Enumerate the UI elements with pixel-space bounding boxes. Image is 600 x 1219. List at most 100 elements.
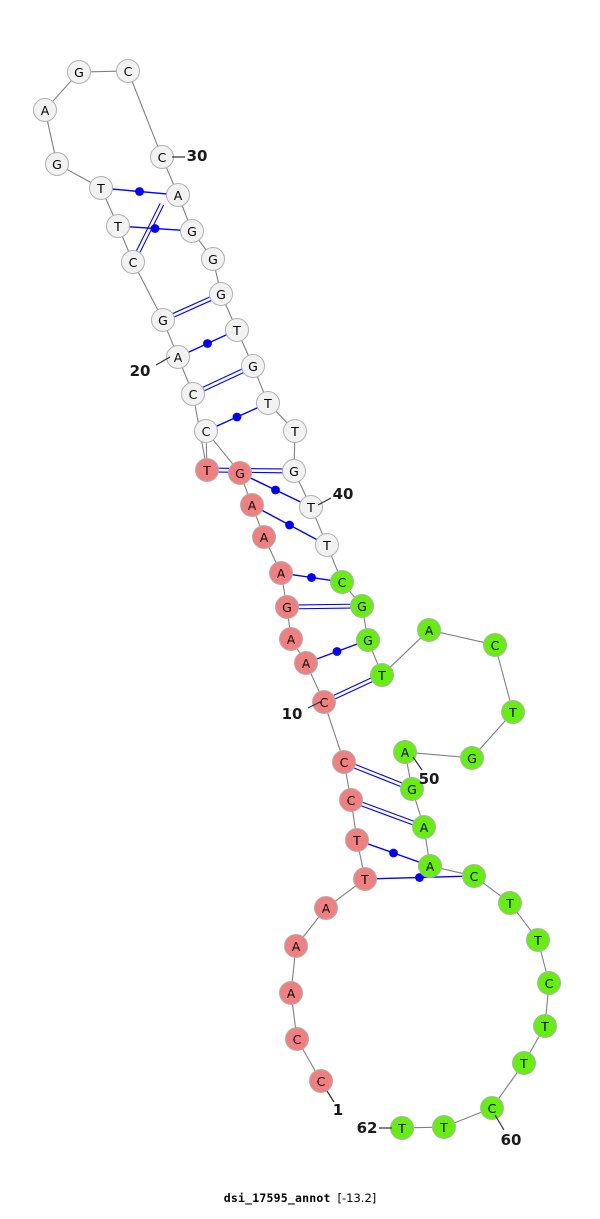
nucleotide-letter: G	[216, 287, 226, 302]
nucleotide-letter: C	[545, 976, 554, 991]
nucleotide-letter: A	[401, 745, 410, 760]
nucleotide-63: T	[390, 1116, 414, 1140]
position-label-layer: 1 10 20 30 40 50 60 62	[130, 147, 522, 1149]
base-pair-layer	[112, 187, 463, 882]
nucleotide-25: T	[89, 176, 113, 200]
position-label-40: 40	[317, 485, 354, 506]
nucleotide-6: T	[353, 867, 377, 891]
nucleotide-letter: G	[467, 751, 477, 766]
nucleotide-57: T	[526, 928, 550, 952]
position-label-text: 40	[333, 485, 354, 503]
nucleotide-10: C	[312, 690, 336, 714]
position-label-10: 10	[282, 700, 323, 723]
nucleotide-45: G	[356, 628, 380, 652]
nucleotide-letter: C	[491, 638, 500, 653]
nucleotide-32: G	[180, 219, 204, 243]
nucleotide-letter: T	[533, 933, 542, 948]
nucleotide-62: T	[432, 1115, 456, 1139]
nucleotide-letter: A	[420, 820, 429, 835]
nucleotide-4: A	[284, 934, 308, 958]
position-label-62: 62	[357, 1119, 392, 1137]
nucleotide-letter: G	[282, 600, 292, 615]
nucleotide-letter: T	[540, 1019, 549, 1034]
nucleotide-letter: A	[425, 623, 434, 638]
position-label-text: 10	[282, 705, 303, 723]
caption-free-energy: [-13.2]	[337, 1191, 377, 1205]
nucleotide-letter: A	[277, 566, 286, 581]
nucleotide-letter: T	[263, 396, 272, 411]
nucleotide-letter: C	[293, 1032, 302, 1047]
nucleotide-56: T	[498, 891, 522, 915]
nucleotide-letter: G	[289, 464, 299, 479]
nucleotide-letter: T	[113, 219, 122, 234]
nucleotide-38: T	[283, 419, 307, 443]
nucleotide-letter: A	[41, 103, 50, 118]
nucleotide-letter: T	[439, 1120, 448, 1135]
nucleotide-39: G	[282, 459, 306, 483]
position-label-50: 50	[412, 756, 440, 788]
nucleotide-letter: T	[202, 463, 211, 478]
backbone-layer	[46, 70, 549, 1129]
nucleotide-letter: G	[407, 782, 417, 797]
nucleotide-41: T	[315, 533, 339, 557]
nucleotide-12: A	[279, 627, 303, 651]
nucleotide-55: C	[462, 864, 486, 888]
nucleotide-letter: C	[320, 695, 329, 710]
nucleotide-54: A	[418, 854, 442, 878]
nucleotide-46: T	[370, 663, 394, 687]
nucleotide-2: C	[285, 1027, 309, 1051]
nucleotide-letter: T	[519, 1056, 528, 1071]
nucleotide-21: A	[166, 345, 190, 369]
nucleotide-36: G	[241, 354, 265, 378]
nucleotide-letter: C	[124, 64, 133, 79]
nucleotide-27: A	[33, 98, 57, 122]
nucleotide-letter: G	[248, 359, 258, 374]
nucleotide-48: C	[483, 633, 507, 657]
nucleotide-letter: G	[187, 224, 197, 239]
position-label-text: 50	[419, 770, 440, 788]
nucleotide-31: A	[166, 183, 190, 207]
nucleotide-letter: G	[235, 466, 245, 481]
nucleotide-52: G	[400, 777, 424, 801]
position-label-20: 20	[130, 356, 171, 380]
nucleotide-letter: G	[357, 599, 367, 614]
nucleotide-letter: A	[292, 939, 301, 954]
nucleotide-letter: T	[360, 872, 369, 887]
position-label-30: 30	[172, 147, 207, 165]
nucleotide-letter: T	[352, 833, 361, 848]
position-label-1: 1	[326, 1090, 343, 1119]
figure-caption: dsi_17595_annot [-13.2]	[0, 1191, 600, 1205]
position-label-text: 1	[333, 1101, 343, 1119]
nucleotide-19: T	[195, 458, 219, 482]
nucleotide-29: C	[116, 59, 140, 83]
nucleotide-60: T	[512, 1051, 536, 1075]
nucleotide-23: C	[121, 250, 145, 274]
nucleotide-letter: T	[508, 705, 517, 720]
nucleotide-9: C	[332, 750, 356, 774]
position-label-text: 60	[501, 1131, 522, 1149]
nucleotide-letter: A	[260, 530, 269, 545]
nucleotide-letter: A	[322, 901, 331, 916]
nucleotide-15: A	[252, 525, 276, 549]
nucleotide-8: C	[339, 788, 363, 812]
nucleotide-letter: C	[189, 387, 198, 402]
nucleotide-letter: A	[302, 656, 311, 671]
nucleotide-3: A	[279, 981, 303, 1005]
nucleotide-13: G	[275, 595, 299, 619]
nucleotide-letter: T	[397, 1121, 406, 1136]
nucleotide-30: C	[150, 145, 174, 169]
nucleotide-37: T	[256, 391, 280, 415]
nucleotide-letter: G	[208, 252, 218, 267]
caption-sequence-name: dsi_17595_annot	[223, 1191, 331, 1205]
nucleotide-1: C	[309, 1069, 333, 1093]
nucleotide-letter: G	[52, 157, 62, 172]
nucleotide-letter: T	[306, 500, 315, 515]
nucleotide-16: A	[240, 493, 264, 517]
nucleotide-letter: C	[340, 755, 349, 770]
nucleotide-51: A	[393, 740, 417, 764]
nucleotide-58: C	[537, 971, 561, 995]
nucleotide-17: G	[228, 461, 252, 485]
position-label-60: 60	[494, 1114, 522, 1149]
